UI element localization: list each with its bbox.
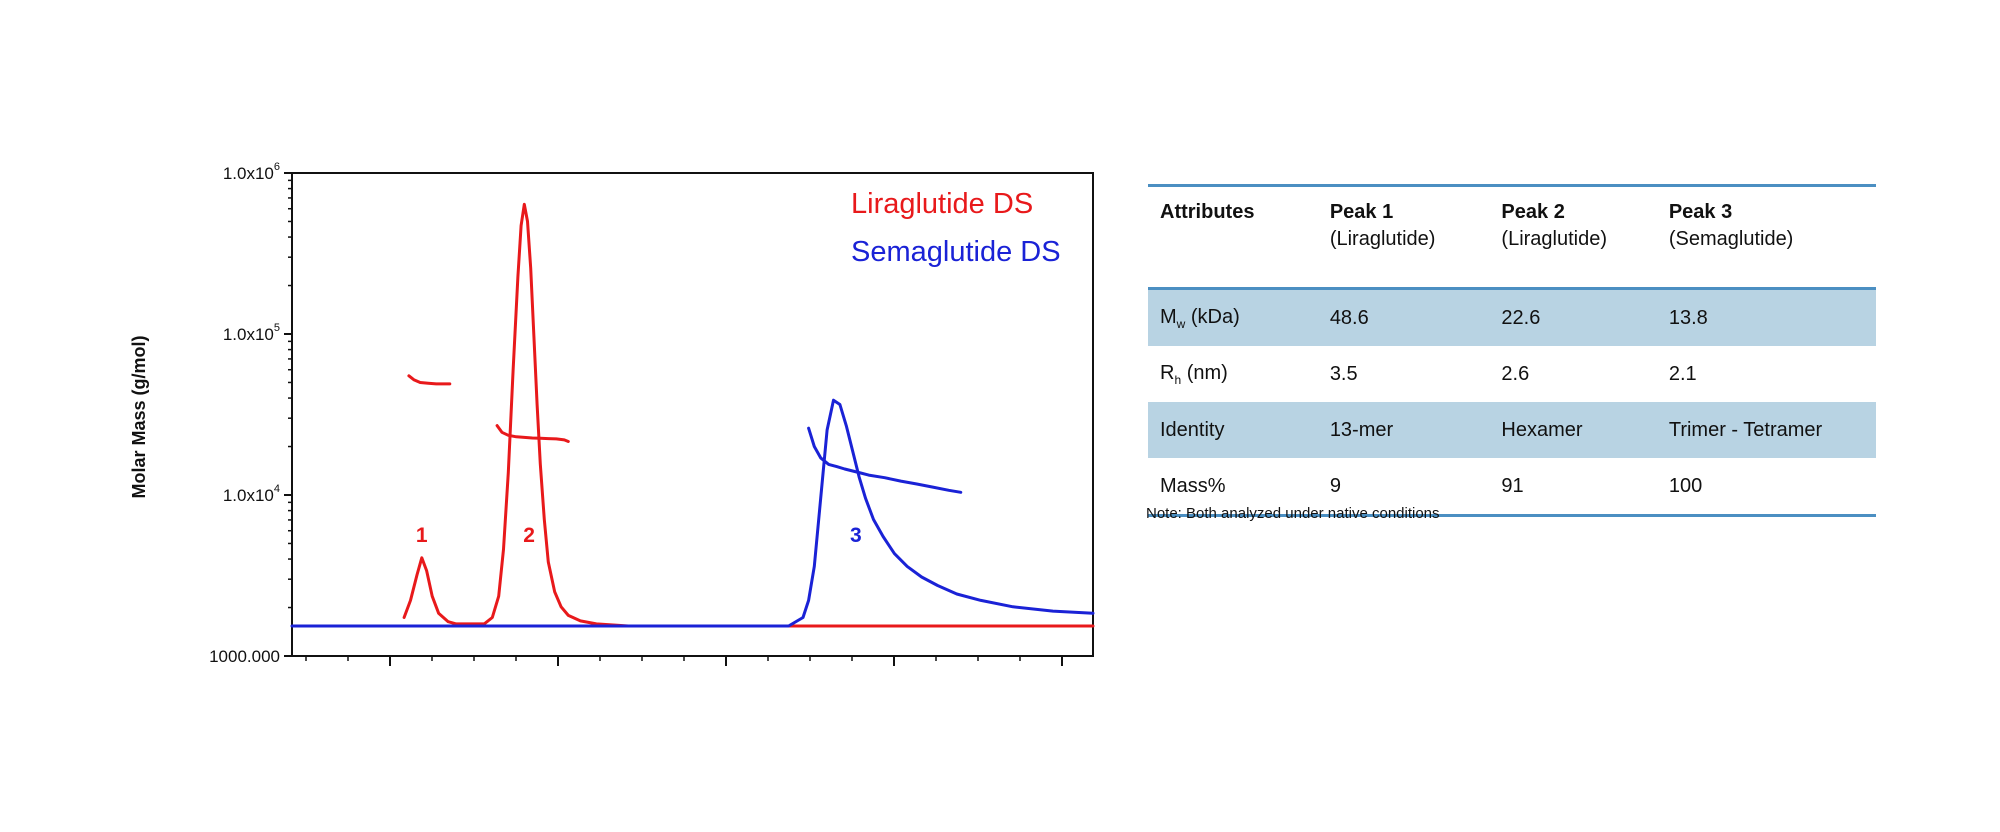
header-subtitle: (Semaglutide) xyxy=(1668,228,1794,250)
table-row: Identity 13-mer Hexamer Trimer - Tetramer xyxy=(1148,402,1876,458)
series-layer xyxy=(290,202,1095,628)
table-cell: Trimer - Tetramer xyxy=(1656,402,1876,458)
plot-frame xyxy=(291,172,1094,657)
y-tick-label: 1.0x106 xyxy=(223,161,280,183)
header-title: Peak 3 xyxy=(1668,201,1733,223)
table-cell: Hexamer xyxy=(1489,402,1657,458)
attributes-table: Attributes Peak 1 (Liraglutide) Peak 2 (Lira… xyxy=(1148,184,1876,517)
table-header-cell: Peak 3 (Semaglutide) xyxy=(1656,184,1876,290)
y-tick-label: 1000.000 xyxy=(209,647,280,666)
table-header-cell: Attributes xyxy=(1148,184,1318,290)
plot-area xyxy=(291,172,1094,657)
legend-entry: Liraglutide DS xyxy=(851,188,1033,220)
table-cell: 2.1 xyxy=(1668,362,1697,385)
row-label: Mw (kDa) xyxy=(1148,288,1318,346)
table-header-cell: Peak 2 (Liraglutide) xyxy=(1489,184,1657,290)
table-cell: 13.8 xyxy=(1656,288,1876,346)
peak-labels: 1 2 3 xyxy=(416,524,862,547)
row-label: Rh (nm) xyxy=(1160,361,1228,387)
series-line-2 xyxy=(290,398,1095,628)
table-cell: 3.5 xyxy=(1329,362,1358,385)
series-line-4 xyxy=(495,424,570,443)
table-cell: 13-mer xyxy=(1317,402,1490,458)
table-cell: 9 xyxy=(1317,458,1490,517)
table-header-row: Attributes Peak 1 (Liraglutide) Peak 2 (Lira… xyxy=(1148,184,1876,290)
table-row: Mw (kDa) 48.6 22.6 13.8 xyxy=(1148,288,1876,346)
header-title: Attributes xyxy=(1160,201,1255,223)
peak-label-3: 3 xyxy=(850,524,862,547)
y-tick-label: 1.0x105 xyxy=(223,322,280,344)
row-label: Identity xyxy=(1148,402,1318,458)
header-title: Peak 2 xyxy=(1501,201,1565,223)
x-axis-ticks xyxy=(305,656,1063,666)
series-line-3 xyxy=(407,374,452,386)
table-cell: 2.6 xyxy=(1501,362,1530,385)
y-axis-ticks: 1.0x106 1.0x105 1.0x104 1000.000 xyxy=(209,161,292,666)
table-cell: 22.6 xyxy=(1489,288,1657,346)
y-axis-label: Molar Mass (g/mol) xyxy=(129,335,149,498)
y-tick-label: 1.0x104 xyxy=(223,483,280,505)
series-line-5 xyxy=(807,426,963,494)
table-row: Rh (nm) 3.5 2.6 2.1 xyxy=(1148,346,1876,402)
header-subtitle: (Liraglutide) xyxy=(1329,228,1436,250)
table-cell: 100 xyxy=(1656,458,1876,517)
header-subtitle: (Liraglutide) xyxy=(1501,228,1608,250)
row-label: Mass% xyxy=(1148,458,1318,517)
legend: Liraglutide DS Semaglutide DS xyxy=(851,188,1061,268)
table-header-cell: Peak 1 (Liraglutide) xyxy=(1317,184,1490,290)
table-row: Mass% 9 91 100 xyxy=(1148,458,1876,517)
peak-label-2: 2 xyxy=(523,524,535,547)
table-cell: 91 xyxy=(1489,458,1657,517)
table-cell: 48.6 xyxy=(1317,288,1490,346)
header-title: Peak 1 xyxy=(1329,201,1394,223)
peak-label-1: 1 xyxy=(416,524,428,547)
series-line-1 xyxy=(402,202,1095,628)
table-note: Note: Both analyzed under native conditi… xyxy=(1146,505,1440,522)
legend-entry: Semaglutide DS xyxy=(851,236,1061,268)
